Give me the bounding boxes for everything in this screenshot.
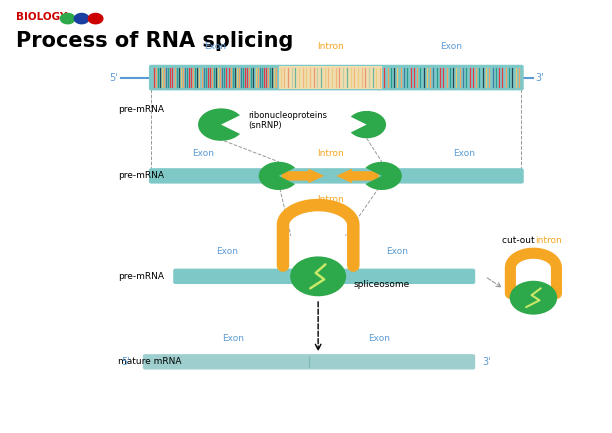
Wedge shape [198,108,240,141]
FancyBboxPatch shape [149,168,524,184]
Text: pre-mRNA: pre-mRNA [118,171,164,181]
Circle shape [74,13,89,24]
Text: Intron: Intron [317,149,343,158]
Text: 3': 3' [536,73,544,83]
FancyArrow shape [282,168,324,183]
Text: Exon: Exon [368,333,390,343]
Text: Exon: Exon [386,247,408,256]
FancyArrow shape [337,168,379,183]
Wedge shape [259,162,295,190]
Text: Intron: Intron [317,42,343,51]
Text: Exon: Exon [216,247,238,256]
Text: ribonucleoproteins
(snRNP): ribonucleoproteins (snRNP) [248,110,327,130]
Circle shape [510,281,556,314]
Text: Exon: Exon [204,42,226,51]
Text: Exon: Exon [192,149,214,158]
FancyBboxPatch shape [143,354,475,369]
Text: intron: intron [536,236,562,245]
Text: Intron: Intron [317,195,343,204]
Text: BIOLOGY: BIOLOGY [16,12,67,22]
Wedge shape [365,162,402,190]
Circle shape [88,13,103,24]
Circle shape [291,257,345,296]
Text: cut-out: cut-out [502,236,537,245]
Text: 5': 5' [110,73,118,83]
FancyBboxPatch shape [278,67,382,89]
FancyBboxPatch shape [173,268,475,284]
Text: Exon: Exon [222,333,244,343]
Text: pre-mRNA: pre-mRNA [118,272,164,281]
Text: Process of RNA splicing: Process of RNA splicing [16,31,294,51]
Text: 3': 3' [482,357,490,367]
Circle shape [61,13,75,24]
Text: mature mRNA: mature mRNA [118,357,182,366]
Text: Exon: Exon [441,42,463,51]
Wedge shape [351,111,386,138]
Text: spliceosome: spliceosome [353,280,409,288]
Text: 5': 5' [121,357,130,367]
Text: pre-mRNA: pre-mRNA [118,105,164,114]
Text: Exon: Exon [453,149,475,158]
FancyBboxPatch shape [149,65,524,90]
